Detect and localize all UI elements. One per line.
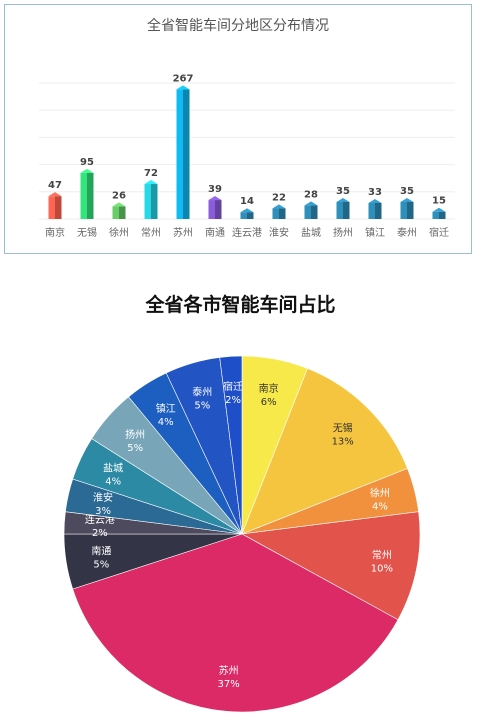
bar-value-label: 39	[208, 184, 222, 195]
bar-face-right	[183, 89, 190, 219]
pie-chart-svg: 南京 6%无锡 13%徐州 4%常州 10%苏州 37%南通 5%连云港 2%淮安 3%盐城 4%…	[63, 355, 421, 713]
pie-slice-label: 淮安 3%	[93, 491, 113, 517]
bar-face-right	[151, 184, 158, 219]
bar-face-left	[336, 202, 343, 219]
pie-slice	[72, 533, 399, 713]
bar-chart-svg: 47 南京 95 无锡 26 徐州 72 常州 267 苏州 39 南通 14 连云港 22 淮安 28 盐城 35…	[39, 73, 455, 239]
bar-face-left	[176, 89, 183, 219]
bar-face-left	[400, 202, 407, 219]
bar	[240, 208, 254, 219]
bar-cap	[144, 180, 158, 185]
bar-value-label: 26	[112, 190, 126, 201]
bar-face-right	[439, 211, 446, 219]
pie-slice	[241, 511, 421, 621]
bar	[432, 207, 446, 219]
bar	[304, 201, 318, 219]
pie-slice	[241, 368, 408, 535]
pie-slice-label: 无锡 13%	[332, 421, 354, 447]
pie-slice-label: 南通 5%	[91, 544, 111, 570]
bar-face-left	[432, 211, 439, 219]
bar-cap	[208, 196, 222, 201]
bar-category-label: 宿迁	[429, 226, 449, 239]
bar-category-label: 徐州	[109, 226, 129, 239]
bar-cap	[432, 207, 446, 212]
bar-value-label: 14	[240, 196, 254, 207]
bar-value-label: 33	[368, 187, 382, 198]
pie-slice-label: 常州 10%	[371, 549, 393, 575]
bar-category-label: 扬州	[333, 226, 353, 239]
bar-category-label: 盐城	[301, 226, 321, 239]
bar	[144, 180, 158, 219]
bar-face-right	[87, 172, 94, 219]
bar-face-right	[55, 196, 62, 219]
bar-cap	[400, 198, 414, 202]
bar-face-right	[343, 202, 350, 219]
bar-face-right	[215, 200, 222, 219]
pie-slice-label: 宿迁 2%	[223, 380, 243, 406]
pie-slice-label: 徐州 4%	[370, 487, 390, 513]
bar-category-label: 连云港	[232, 226, 262, 239]
pie-slice-label: 南京 6%	[259, 382, 279, 408]
bar-chart-title: 全省智能车间分地区分布情况	[147, 18, 329, 34]
bar-category-label: 无锡	[77, 226, 97, 239]
bar-category-label: 镇江	[365, 226, 385, 239]
bar-cap	[304, 201, 318, 206]
bar-value-label: 28	[304, 189, 318, 200]
bar	[112, 202, 126, 219]
bar-cap	[112, 202, 126, 207]
bar	[400, 198, 414, 219]
bar-face-right	[407, 202, 414, 219]
bar-face-left	[48, 196, 55, 219]
bar	[176, 85, 190, 219]
bar-cap	[368, 198, 382, 203]
bar-face-left	[304, 205, 311, 219]
bar	[48, 192, 62, 219]
bar-face-left	[112, 206, 119, 219]
bar	[368, 198, 382, 219]
bar-category-label: 南京	[45, 226, 65, 239]
bar-value-label: 22	[272, 192, 286, 203]
pie-slice-label: 泰州 5%	[192, 385, 212, 411]
bar-category-label: 泰州	[397, 226, 417, 239]
bar-value-label: 15	[432, 196, 446, 207]
bar	[80, 168, 94, 219]
bar-cap	[176, 85, 190, 90]
pie-slice	[219, 355, 243, 535]
bar-face-left	[240, 212, 247, 219]
bar-category-label: 常州	[141, 226, 161, 239]
bar-value-label: 47	[48, 180, 62, 191]
pie-chart-title: 全省各市智能车间占比	[145, 294, 336, 316]
bar-face-left	[368, 202, 375, 219]
bar-face-right	[375, 202, 382, 219]
bar-chart-panel: 全省智能车间分地区分布情况 47 南京 95 无锡 26 徐州 72 常州 267 苏州 39 南通 1…	[4, 4, 472, 254]
bar-category-label: 苏州	[173, 226, 193, 239]
bar	[272, 204, 286, 219]
bar-value-label: 267	[173, 73, 194, 84]
bar-value-label: 72	[144, 168, 158, 179]
pie-slice-label: 盐城 4%	[103, 461, 123, 487]
bar-cap	[240, 208, 254, 213]
bar-cap	[336, 198, 350, 202]
bar-value-label: 95	[80, 157, 94, 168]
bar-cap	[48, 192, 62, 197]
bar-face-left	[80, 172, 87, 219]
bar-face-right	[247, 212, 254, 219]
bar-cap	[80, 168, 94, 173]
bar-category-label: 南通	[205, 226, 225, 239]
bar-cap	[272, 204, 286, 209]
bar-face-right	[279, 208, 286, 219]
bar-value-label: 35	[336, 186, 350, 197]
pie-slice-label: 镇江 4%	[156, 402, 176, 428]
pie-slice-label: 扬州 5%	[125, 428, 145, 454]
pie-slice-label: 苏州 37%	[217, 664, 239, 690]
bar-face-left	[144, 184, 151, 219]
bar	[208, 196, 222, 219]
bar-face-left	[272, 208, 279, 219]
bar-category-label: 淮安	[269, 226, 289, 239]
bar-face-left	[208, 200, 215, 219]
bar	[336, 198, 350, 219]
bar-face-right	[311, 205, 318, 219]
bar-value-label: 35	[400, 186, 414, 197]
bar-face-right	[119, 206, 126, 219]
